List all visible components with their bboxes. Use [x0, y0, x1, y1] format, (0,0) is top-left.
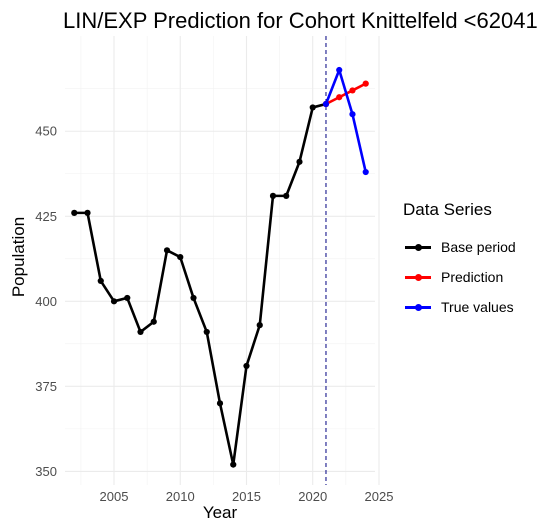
- data-point-base-period: [230, 461, 237, 468]
- data-point-prediction: [336, 94, 343, 101]
- legend-item-true-values: True values: [403, 292, 516, 322]
- legend-key-base-period: [403, 242, 433, 252]
- grid: [65, 36, 380, 485]
- x-tick-label: 2025: [365, 489, 394, 504]
- legend-key-prediction: [403, 272, 433, 282]
- data-point-base-period: [97, 277, 104, 285]
- chart-title: LIN/EXP Prediction for Cohort Knittelfel…: [63, 8, 538, 33]
- legend-items: Base period Prediction True values: [403, 232, 516, 322]
- data-point-true-values: [322, 100, 330, 108]
- data-point-true-values: [336, 66, 343, 74]
- series-group: [71, 66, 369, 468]
- series-line-true-values: [324, 68, 368, 174]
- y-axis: 350 375 400 425 450: [35, 124, 57, 479]
- series-base-period: [71, 100, 330, 468]
- data-point-base-period: [124, 294, 131, 302]
- data-point-base-period: [296, 158, 303, 165]
- x-tick-label: 2015: [232, 489, 261, 504]
- data-point-true-values: [362, 168, 369, 176]
- legend: Data Series Base period Prediction True va…: [403, 200, 516, 322]
- data-point-base-period: [163, 247, 171, 254]
- data-point-true-values: [349, 111, 356, 118]
- legend-label: True values: [441, 299, 514, 315]
- legend-label: Base period: [441, 239, 516, 255]
- data-point-base-period: [110, 298, 118, 305]
- legend-key-true-values: [403, 302, 433, 312]
- data-point-base-period: [177, 253, 184, 261]
- legend-item-base-period: Base period: [403, 232, 516, 262]
- data-point-base-period: [150, 318, 157, 325]
- x-axis: 2005 2010 2015 2020 2025: [100, 489, 394, 504]
- x-axis-title: Year: [203, 503, 238, 522]
- data-point-base-period: [137, 328, 144, 336]
- series-line-base-period: [72, 102, 328, 466]
- data-point-base-period: [190, 294, 197, 302]
- data-point-base-period: [84, 209, 91, 216]
- y-tick-label: 375: [35, 379, 57, 394]
- data-point-prediction: [349, 87, 356, 94]
- y-tick-label: 350: [35, 464, 57, 479]
- data-point-base-period: [309, 104, 316, 111]
- y-tick-label: 450: [35, 124, 57, 139]
- legend-item-prediction: Prediction: [403, 262, 516, 292]
- y-tick-label: 400: [35, 294, 57, 309]
- data-point-base-period: [283, 192, 290, 199]
- y-tick-label: 425: [35, 209, 57, 224]
- y-axis-title: Population: [9, 217, 28, 297]
- x-tick-label: 2020: [298, 489, 327, 504]
- data-point-prediction: [362, 80, 369, 87]
- series-true-values: [322, 66, 369, 176]
- data-point-base-period: [216, 400, 224, 407]
- data-point-base-period: [71, 209, 78, 216]
- data-point-base-period: [203, 328, 210, 336]
- x-tick-label: 2010: [166, 489, 195, 504]
- data-point-base-period: [256, 322, 263, 329]
- x-tick-label: 2005: [100, 489, 129, 504]
- legend-title: Data Series: [403, 200, 492, 219]
- data-point-base-period: [243, 362, 250, 370]
- data-point-base-period: [269, 192, 277, 199]
- legend-label: Prediction: [441, 269, 504, 285]
